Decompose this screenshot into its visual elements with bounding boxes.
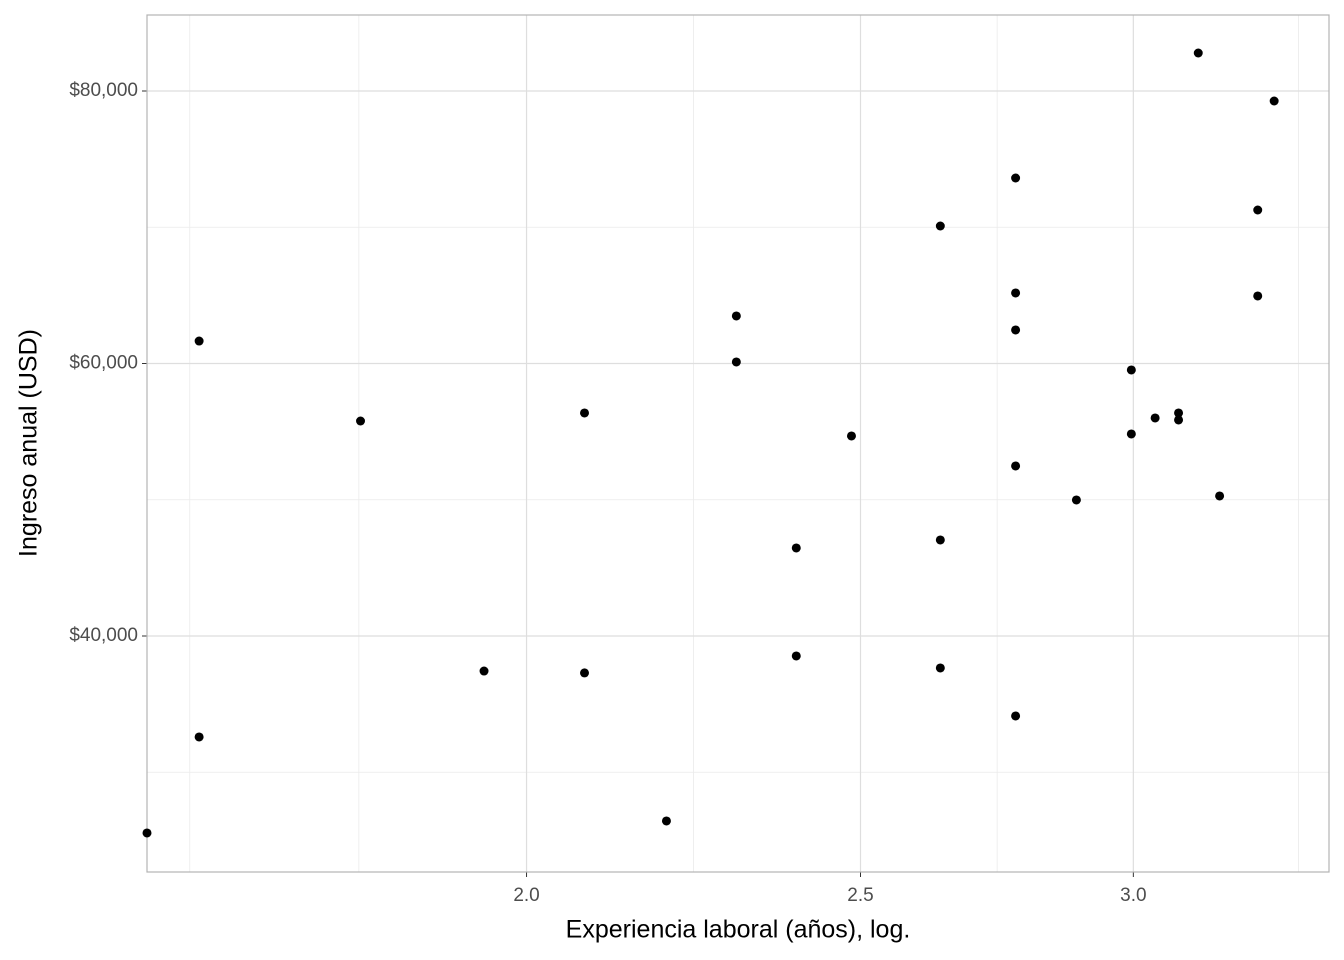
point (479, 666, 489, 676)
point (1253, 205, 1263, 215)
point (1253, 291, 1263, 301)
point (1150, 413, 1160, 423)
point (1011, 711, 1021, 721)
point (731, 357, 741, 367)
point (791, 651, 801, 661)
point (1193, 48, 1203, 58)
point (935, 535, 945, 545)
point (580, 668, 590, 678)
x-tick-label: 2.0 (513, 885, 539, 906)
point (661, 816, 671, 826)
y-tick-label: $60,000 (69, 353, 138, 374)
point (1071, 495, 1081, 505)
point (356, 416, 366, 426)
point (1269, 96, 1279, 106)
y-tick-label: $80,000 (69, 80, 138, 101)
point (194, 336, 204, 346)
x-tick-label: 3.0 (1120, 885, 1146, 906)
point (846, 431, 856, 441)
point (142, 828, 152, 838)
point (1011, 173, 1021, 183)
point (580, 408, 590, 418)
x-tick-label: 2.5 (847, 885, 873, 906)
point (935, 663, 945, 673)
y-axis-label: Ingreso anual (USD) (15, 329, 43, 557)
point (1174, 408, 1184, 418)
point (1011, 325, 1021, 335)
point (935, 221, 945, 231)
point (1011, 461, 1021, 471)
point (1011, 288, 1021, 298)
x-axis-label: Experiencia laboral (años), log. (566, 916, 911, 944)
point (1126, 429, 1136, 439)
point (791, 543, 801, 553)
plot-border (146, 14, 1330, 873)
y-tick-label: $40,000 (69, 625, 138, 646)
point (1174, 415, 1184, 425)
point (1215, 491, 1225, 501)
point (731, 311, 741, 321)
point (194, 732, 204, 742)
point (1126, 365, 1136, 375)
